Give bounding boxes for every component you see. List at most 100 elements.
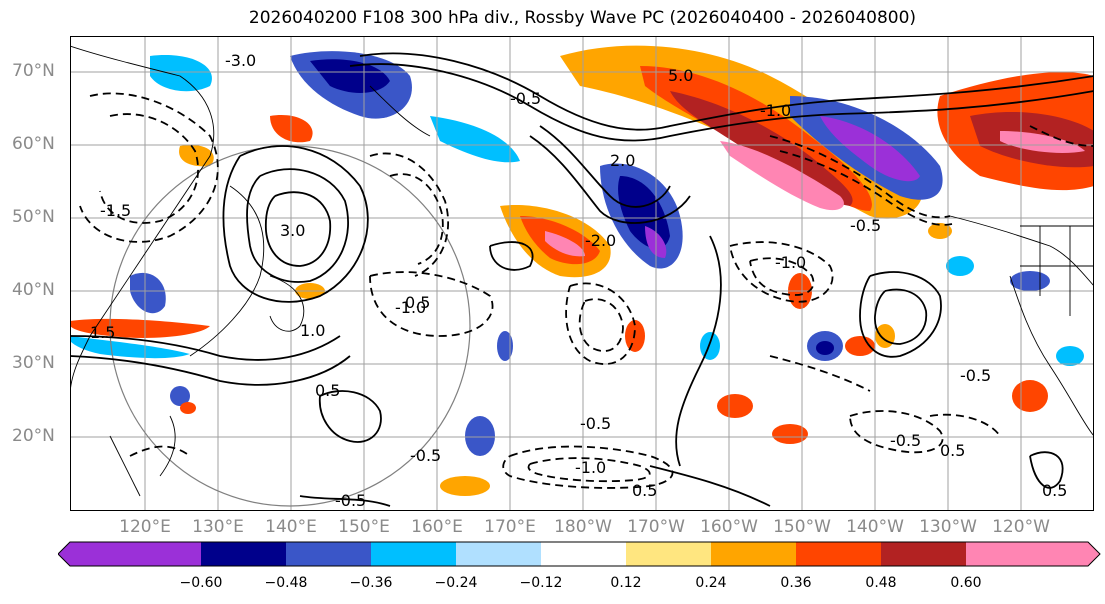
negative-anomaly-jet bbox=[70, 336, 190, 359]
contour-label: 0.5 bbox=[632, 481, 657, 500]
colorbar-swatch bbox=[626, 542, 711, 566]
negative-anomaly-patch bbox=[497, 331, 513, 361]
colorbar-swatch bbox=[881, 542, 966, 566]
contour-label: -2.0 bbox=[585, 231, 616, 250]
colorbar-tick-label: −0.48 bbox=[264, 575, 308, 591]
contour-label: -1.0 bbox=[760, 101, 791, 120]
lon-label-170w: 170°W bbox=[627, 517, 685, 537]
contour-label: -0.5 bbox=[510, 89, 541, 108]
contour-lines-negative bbox=[79, 92, 1094, 489]
lon-label-140e: 140°E bbox=[265, 517, 317, 537]
positive-anomaly-patch bbox=[717, 394, 753, 418]
negative-anomaly-patch bbox=[465, 416, 495, 456]
colorbar-swatch bbox=[711, 542, 796, 566]
contour-label: -0.5 bbox=[410, 446, 441, 465]
lon-label-150w: 150°W bbox=[773, 517, 831, 537]
colorbar-arrow-low bbox=[58, 542, 70, 566]
lat-label-60n: 60°N bbox=[12, 134, 55, 154]
negative-anomaly-patch bbox=[700, 332, 720, 360]
positive-anomaly-peak bbox=[720, 141, 844, 211]
negative-anomaly-patch bbox=[1056, 346, 1084, 366]
lon-label-130e: 130°E bbox=[192, 517, 244, 537]
contour-label: 2.0 bbox=[610, 151, 635, 170]
contour-label: -1.5 bbox=[100, 201, 131, 220]
lon-label-160w: 160°W bbox=[700, 517, 758, 537]
colorbar-tick-label: 0.12 bbox=[610, 575, 642, 591]
contour-lines bbox=[70, 52, 1094, 507]
lat-label-40n: 40°N bbox=[12, 280, 55, 300]
colorbar-tick-label: 0.36 bbox=[780, 575, 812, 591]
lat-label-70n: 70°N bbox=[12, 61, 55, 81]
contour-labels: -0.5 0.5 -1.0 1.0 -3.0 5.0 -0.5 -1.0 0.5… bbox=[90, 51, 1067, 510]
contour-label: -1.0 bbox=[575, 458, 606, 477]
contour-label: 0.5 bbox=[315, 381, 340, 400]
contour-label: -3.0 bbox=[225, 51, 256, 70]
contour-label: -0.5 bbox=[850, 216, 881, 235]
positive-anomaly-patch bbox=[875, 324, 895, 348]
colorbar-tick-label: 0.24 bbox=[695, 575, 727, 591]
lon-label-120e: 120°E bbox=[119, 517, 171, 537]
contour-label: 3.0 bbox=[280, 221, 305, 240]
positive-anomaly-patch bbox=[928, 223, 952, 239]
lon-label-120w: 120°W bbox=[992, 517, 1050, 537]
contour-label: -1.0 bbox=[395, 298, 426, 317]
colorbar-tick-label: −0.60 bbox=[179, 575, 223, 591]
positive-anomaly-jet bbox=[70, 318, 210, 338]
negative-anomaly-patch bbox=[946, 256, 974, 276]
negative-anomaly-central-core bbox=[618, 176, 670, 249]
colorbar-swatch bbox=[371, 542, 456, 566]
lat-label-30n: 30°N bbox=[12, 353, 55, 373]
colorbar-extend-high bbox=[966, 542, 1088, 566]
colorbar-outline bbox=[58, 541, 1101, 567]
contour-label: 0.5 bbox=[405, 293, 430, 312]
lon-label-140w: 140°W bbox=[846, 517, 904, 537]
graticule bbox=[70, 36, 1094, 511]
contour-label: 0.5 bbox=[1042, 481, 1067, 500]
contour-label: -0.5 bbox=[890, 431, 921, 450]
colorbar-swatch bbox=[541, 542, 626, 566]
contour-label: 0.5 bbox=[940, 441, 965, 460]
contour-label: -0.5 bbox=[580, 414, 611, 433]
colorbar bbox=[58, 541, 1101, 567]
lon-label-130w: 130°W bbox=[919, 517, 977, 537]
negative-anomaly-northwest-edge bbox=[430, 116, 520, 163]
colorbar-tick-label: −0.36 bbox=[349, 575, 393, 591]
colorbar-tick-label: 0.60 bbox=[950, 575, 982, 591]
colorbar-extend-low bbox=[70, 542, 201, 566]
negative-anomaly-northeast-core bbox=[820, 116, 920, 182]
colorbar-swatch bbox=[796, 542, 881, 566]
colorbar-swatch bbox=[286, 542, 371, 566]
positive-anomaly-midlat-peak bbox=[545, 231, 585, 257]
colorbar-swatch bbox=[456, 542, 541, 566]
lon-label-150e: 150°E bbox=[338, 517, 390, 537]
colorbar-arrow-high bbox=[1088, 542, 1100, 566]
map-panel: -0.5 0.5 -1.0 1.0 -3.0 5.0 -0.5 -1.0 0.5… bbox=[70, 36, 1094, 511]
negative-anomaly-northwest bbox=[150, 55, 212, 92]
contour-label: 5.0 bbox=[668, 66, 693, 85]
negative-anomaly-patch bbox=[1010, 271, 1050, 291]
colorbar-tick-label: −0.12 bbox=[519, 575, 563, 591]
contour-label: 1.0 bbox=[300, 321, 325, 340]
positive-anomaly-patch bbox=[179, 145, 214, 167]
positive-anomaly-patch bbox=[1012, 380, 1048, 412]
colorbar-tick-label: −0.24 bbox=[434, 575, 478, 591]
colorbar-swatch bbox=[201, 542, 286, 566]
contour-label: -0.5 bbox=[335, 491, 366, 510]
lon-label-180w: 180°W bbox=[554, 517, 612, 537]
lon-label-170e: 170°E bbox=[484, 517, 536, 537]
positive-anomaly-patch bbox=[440, 476, 490, 496]
positive-anomaly-patch bbox=[772, 424, 808, 444]
contour-label: -0.5 bbox=[960, 366, 991, 385]
negative-anomaly-patch bbox=[816, 341, 834, 355]
lat-label-20n: 20°N bbox=[12, 426, 55, 446]
negative-anomaly-patch bbox=[170, 386, 190, 406]
lat-label-50n: 50°N bbox=[12, 207, 55, 227]
positive-anomaly-patch bbox=[845, 336, 875, 356]
contour-label: -1.0 bbox=[775, 253, 806, 272]
lon-label-160e: 160°E bbox=[411, 517, 463, 537]
contour-label: 1.5 bbox=[90, 323, 115, 342]
map-frame bbox=[70, 36, 1094, 511]
colorbar-tick-label: 0.48 bbox=[865, 575, 897, 591]
positive-anomaly-patch bbox=[180, 402, 196, 414]
negative-anomaly-north-core bbox=[310, 59, 390, 93]
